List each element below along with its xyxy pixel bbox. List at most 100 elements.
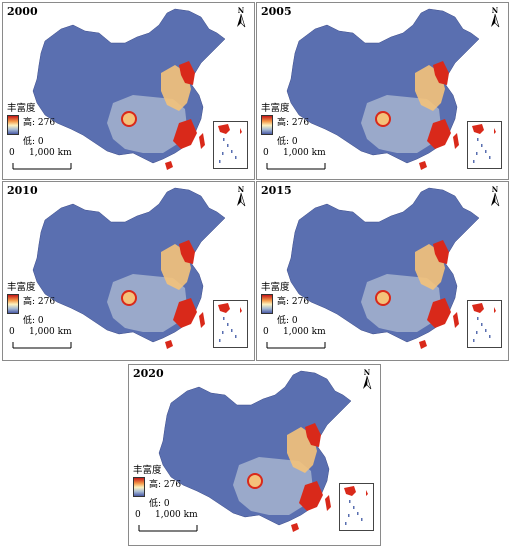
legend-title: 丰富度 (133, 465, 162, 476)
taiwan-island (199, 312, 205, 328)
hot-richness-zone-sichuan (375, 290, 391, 306)
mid-richness-zone (361, 95, 441, 153)
south-china-sea-inset (467, 300, 502, 348)
hot-richness-zone-southeast (427, 298, 451, 328)
china-map (32, 8, 226, 170)
inset-map (472, 303, 496, 342)
hot-richness-zone-southeast (299, 481, 323, 511)
hot-richness-zone-east (433, 61, 449, 85)
north-arrow-label: N (364, 368, 371, 377)
scale-bar: 0 1,000 km (133, 510, 213, 541)
map-panel: 2000 N 丰富度 高: 276 低: 0 0 1,000 km (2, 2, 255, 180)
legend-low-label: 低: 0 (149, 499, 170, 509)
scale-start-label: 0 (263, 327, 269, 337)
panel-year: 2010 (7, 184, 38, 197)
north-arrow-icon: N (491, 6, 500, 28)
taiwan-island (453, 312, 459, 328)
scale-end-label: 1,000 km (283, 327, 326, 337)
legend-title: 丰富度 (261, 282, 290, 293)
legend-color-ramp (7, 294, 19, 314)
legend-title: 丰富度 (261, 103, 290, 114)
legend-title: 丰富度 (7, 103, 36, 114)
scale-bar-graphic (266, 342, 326, 349)
scale-start-label: 0 (263, 148, 269, 158)
north-arrow: N (488, 185, 502, 207)
north-arrow: N (234, 6, 248, 28)
south-china-sea-inset (213, 121, 248, 169)
mid-richness-zone (107, 95, 187, 153)
legend-title: 丰富度 (7, 282, 36, 293)
hot-richness-zone-east (179, 240, 195, 264)
taiwan-island (453, 133, 459, 149)
scale-start-label: 0 (135, 510, 141, 520)
north-arrow: N (360, 368, 374, 390)
hot-richness-zone-east (179, 61, 195, 85)
inset-map (218, 124, 242, 163)
taiwan-island (199, 133, 205, 149)
north-arrow-icon: N (491, 185, 500, 207)
taiwan-island (325, 495, 331, 511)
china-map (32, 187, 226, 349)
legend-high-label: 高: 276 (23, 297, 56, 307)
north-arrow-label: N (492, 185, 499, 194)
scale-start-label: 0 (9, 148, 15, 158)
hot-richness-zone-sichuan (247, 473, 263, 489)
legend-color-ramp (7, 115, 19, 135)
hot-richness-zone-southeast (427, 119, 451, 149)
scale-bar: 0 1,000 km (261, 327, 341, 358)
mid-richness-zone (107, 274, 187, 332)
legend-color-ramp (261, 294, 273, 314)
north-arrow-label: N (238, 185, 245, 194)
hainan-island (419, 161, 427, 170)
inset-map (344, 486, 368, 525)
legend-high-label: 高: 276 (277, 118, 310, 128)
china-map (286, 8, 480, 170)
legend-low-label: 低: 0 (277, 137, 298, 147)
legend: 丰富度 高: 276 低: 0 (7, 282, 55, 326)
hot-richness-zone-southeast (173, 298, 197, 328)
mid-richness-zone (361, 274, 441, 332)
map-panel: 2005 N 丰富度 高: 276 低: 0 0 1,000 km (256, 2, 509, 180)
panel-year: 2015 (261, 184, 292, 197)
scale-bar-graphic (266, 163, 326, 170)
scale-start-label: 0 (9, 327, 15, 337)
hainan-island (165, 161, 173, 170)
legend-high-label: 高: 276 (23, 118, 56, 128)
scale-bar-graphic (12, 342, 72, 349)
legend: 丰富度 高: 276 低: 0 (261, 282, 309, 326)
scale-bar-graphic (138, 525, 198, 532)
legend: 丰富度 高: 276 低: 0 (261, 103, 309, 147)
scale-bar: 0 1,000 km (7, 327, 87, 358)
panel-year: 2000 (7, 5, 38, 18)
legend-color-ramp (261, 115, 273, 135)
south-china-sea-inset (213, 300, 248, 348)
scale-end-label: 1,000 km (155, 510, 198, 520)
legend: 丰富度 高: 276 低: 0 (7, 103, 55, 147)
china-map (286, 187, 480, 349)
hainan-island (291, 523, 299, 532)
scale-bar: 0 1,000 km (261, 148, 341, 179)
legend-high-label: 高: 276 (149, 480, 182, 490)
hot-richness-zone-southeast (173, 119, 197, 149)
north-arrow-label: N (492, 6, 499, 15)
legend-high-label: 高: 276 (277, 297, 310, 307)
south-china-sea-inset (467, 121, 502, 169)
inset-map (472, 124, 496, 163)
scale-end-label: 1,000 km (283, 148, 326, 158)
scale-bar: 0 1,000 km (7, 148, 87, 179)
mid-richness-zone (233, 457, 313, 515)
legend: 丰富度 高: 276 低: 0 (133, 465, 181, 509)
legend-color-ramp (133, 477, 145, 497)
hot-richness-zone-east (305, 423, 321, 447)
hot-richness-zone-east (433, 240, 449, 264)
north-arrow-icon: N (237, 6, 246, 28)
hot-richness-zone-sichuan (121, 290, 137, 306)
south-china-sea-inset (339, 483, 374, 531)
legend-low-label: 低: 0 (277, 316, 298, 326)
china-map (158, 370, 352, 532)
inset-map (218, 303, 242, 342)
map-panel: 2015 N 丰富度 高: 276 低: 0 0 1,000 km (256, 181, 509, 361)
north-arrow-label: N (238, 6, 245, 15)
north-arrow-icon: N (237, 185, 246, 207)
map-panel: 2020 N 丰富度 高: 276 低: 0 0 1,000 km (128, 364, 381, 546)
